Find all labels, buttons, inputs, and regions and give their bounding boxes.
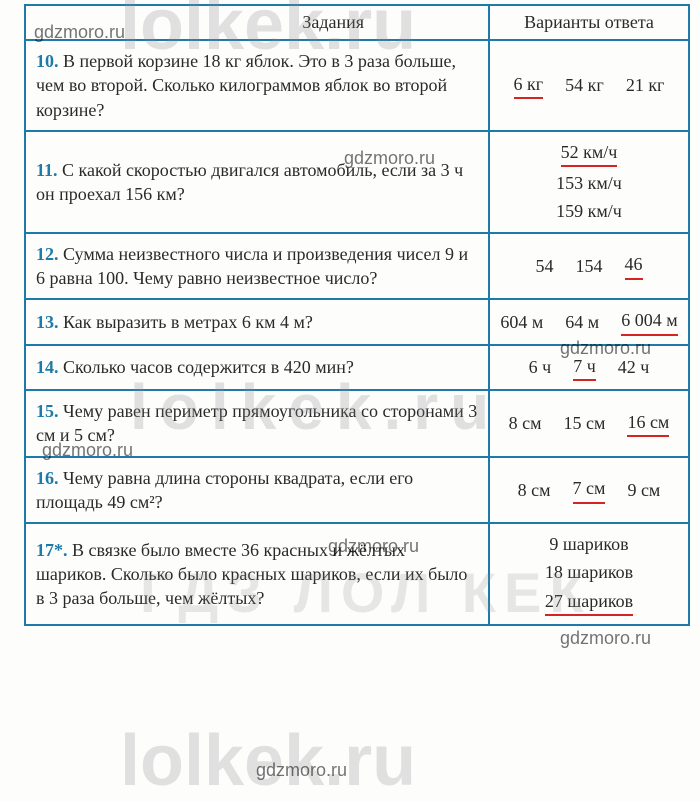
table-row: 15. Чему равен периметр прямоугольника с…: [25, 390, 689, 457]
table-row: 12. Сумма неизвестного числа и произведе…: [25, 233, 689, 300]
task-cell: 12. Сумма неизвестного числа и произведе…: [25, 233, 489, 300]
task-text: Чему равна длина стороны квадрата, если …: [36, 468, 413, 512]
answer-option-correct: 46: [625, 252, 643, 279]
answers-cell: 604 м 64 м 6 004 м: [489, 299, 689, 344]
table-row: 14. Сколько часов содержится в 420 мин? 6…: [25, 345, 689, 390]
task-cell: 10. В первой корзине 18 кг яблок. Это в …: [25, 40, 489, 131]
watermark-big-bot: lolkek.ru: [120, 720, 416, 802]
answers-wrap: 9 шариков 18 шариков 27 шариков: [500, 532, 678, 616]
task-number: 16.: [36, 468, 63, 488]
watermark-small: gdzmoro.ru: [560, 628, 651, 649]
task-text: В первой корзине 18 кг яблок. Это в 3 ра…: [36, 51, 456, 120]
answers-cell: 52 км/ч 153 км/ч 159 км/ч: [489, 131, 689, 233]
answers-cell: 8 см 7 см 9 см: [489, 457, 689, 524]
answers-cell: 9 шариков 18 шариков 27 шариков: [489, 523, 689, 625]
answer-option: 604 м: [500, 310, 543, 334]
answer-option-correct: 6 004 м: [621, 308, 677, 335]
answer-option-correct: 16 см: [627, 410, 669, 437]
answer-option: 8 см: [509, 411, 542, 435]
answers-wrap: 8 см 15 см 16 см: [500, 410, 678, 437]
answer-option: 154: [576, 254, 603, 278]
answer-option-correct: 27 шариков: [545, 589, 633, 616]
answer-option: 153 км/ч: [556, 171, 622, 195]
task-cell: 14. Сколько часов содержится в 420 мин?: [25, 345, 489, 390]
table-row: 10. В первой корзине 18 кг яблок. Это в …: [25, 40, 689, 131]
task-header-label: Задания: [302, 12, 364, 32]
table-row: 13. Как выразить в метрах 6 км 4 м? 604 м…: [25, 299, 689, 344]
answers-cell: 6 ч 7 ч 42 ч: [489, 345, 689, 390]
answer-option: 54: [536, 254, 554, 278]
answer-option: 54 кг: [565, 73, 604, 97]
task-number: 17*.: [36, 540, 72, 560]
answer-option-correct: 7 см: [573, 476, 606, 503]
answer-option-correct: 52 км/ч: [561, 140, 618, 167]
task-number: 15.: [36, 401, 63, 421]
worksheet-page: lolkek.ru lolkek.ru ГДЗ ЛОЛ КЕК lolkek.r…: [0, 0, 700, 784]
answer-option: 18 шариков: [545, 560, 633, 584]
answer-option: 42 ч: [618, 355, 650, 379]
task-text: С какой скоростью двигался автомобиль, е…: [36, 160, 463, 204]
answers-cell: 54 154 46: [489, 233, 689, 300]
answers-cell: 6 кг 54 кг 21 кг: [489, 40, 689, 131]
task-number: 14.: [36, 357, 63, 377]
task-column-header: Задания: [25, 5, 489, 40]
task-cell: 16. Чему равна длина стороны квадрата, е…: [25, 457, 489, 524]
task-text: Как выразить в метрах 6 км 4 м?: [63, 312, 313, 332]
answers-wrap: 8 см 7 см 9 см: [500, 476, 678, 503]
task-cell: 17*. В связке было вместе 36 красных и ж…: [25, 523, 489, 625]
task-number: 13.: [36, 312, 63, 332]
answer-option: 159 км/ч: [556, 199, 622, 223]
answer-option: 9 шариков: [549, 532, 628, 556]
task-text: В связке было вместе 36 красных и жёлтых…: [36, 540, 467, 609]
task-number: 11.: [36, 160, 62, 180]
answer-option: 15 см: [564, 411, 606, 435]
answer-option: 9 см: [627, 478, 660, 502]
answer-option: 21 кг: [626, 73, 665, 97]
answers-wrap: 604 м 64 м 6 004 м: [500, 308, 678, 335]
tasks-table: Задания Варианты ответа 10. В первой кор…: [24, 4, 690, 626]
table-row: 17*. В связке было вместе 36 красных и ж…: [25, 523, 689, 625]
answers-wrap: 52 км/ч 153 км/ч 159 км/ч: [500, 140, 678, 224]
task-text: Сумма неизвестного числа и произведения …: [36, 244, 468, 288]
task-cell: 15. Чему равен периметр прямоугольника с…: [25, 390, 489, 457]
table-header-row: Задания Варианты ответа: [25, 5, 689, 40]
task-cell: 13. Как выразить в метрах 6 км 4 м?: [25, 299, 489, 344]
answers-wrap: 54 154 46: [500, 252, 678, 279]
task-text: Сколько часов содержится в 420 мин?: [63, 357, 354, 377]
task-cell: 11. С какой скоростью двигался автомобил…: [25, 131, 489, 233]
task-number: 10.: [36, 51, 63, 71]
answer-option: 8 см: [518, 478, 551, 502]
answers-wrap: 6 ч 7 ч 42 ч: [500, 354, 678, 381]
answer-option: 64 м: [565, 310, 599, 334]
answer-option-correct: 7 ч: [573, 354, 596, 381]
answer-option: 6 ч: [529, 355, 552, 379]
task-number: 12.: [36, 244, 63, 264]
table-row: 16. Чему равна длина стороны квадрата, е…: [25, 457, 689, 524]
answers-cell: 8 см 15 см 16 см: [489, 390, 689, 457]
watermark-small: gdzmoro.ru: [256, 760, 347, 781]
answers-wrap: 6 кг 54 кг 21 кг: [500, 72, 678, 99]
answer-column-header: Варианты ответа: [489, 5, 689, 40]
task-text: Чему равен периметр прямоугольника со ст…: [36, 401, 477, 445]
answer-option-correct: 6 кг: [514, 72, 544, 99]
table-row: 11. С какой скоростью двигался автомобил…: [25, 131, 689, 233]
